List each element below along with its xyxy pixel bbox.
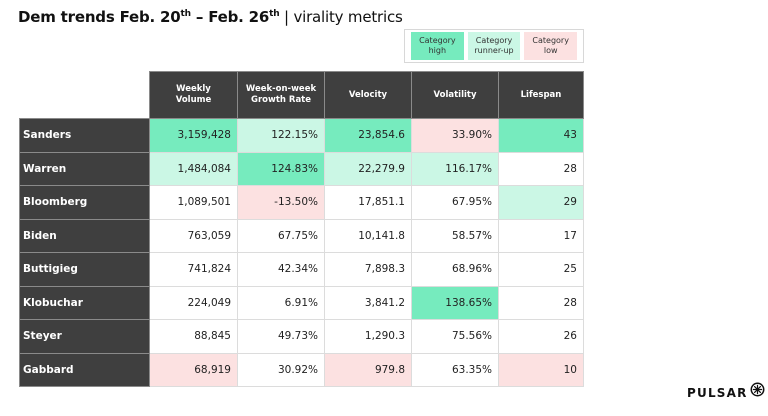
table-body: Sanders 3,159,428 122.15% 23,854.6 33.90% 43 W… bbox=[19, 118, 584, 387]
header-line1: Velocity bbox=[348, 89, 388, 100]
legend-label-line2: low bbox=[543, 46, 558, 55]
cell-volatility: 116.17% bbox=[411, 151, 499, 186]
cell-weekly-volume: 741,824 bbox=[149, 252, 238, 287]
cell-lifespan: 10 bbox=[498, 352, 584, 387]
cell-weekly-volume: 1,484,084 bbox=[149, 151, 238, 186]
pulsar-logo: PULSAR bbox=[687, 382, 765, 400]
cell-volatility: 68.96% bbox=[411, 252, 499, 287]
legend-label-line1: Category bbox=[475, 36, 513, 45]
logo-text: PULSAR bbox=[687, 386, 748, 400]
legend-label-line2: high bbox=[428, 46, 447, 55]
cell-growth-rate: 67.75% bbox=[237, 218, 325, 253]
cell-lifespan: 25 bbox=[498, 252, 584, 287]
cell-growth-rate: 49.73% bbox=[237, 319, 325, 354]
cell-volatility: 58.57% bbox=[411, 218, 499, 253]
header-line1: Week-on-week bbox=[245, 84, 317, 94]
table-row: Gabbard 68,919 30.92% 979.8 63.35% 10 bbox=[19, 352, 584, 387]
header-corner bbox=[19, 71, 150, 119]
cell-weekly-volume: 224,049 bbox=[149, 285, 238, 320]
header-line2: Volume bbox=[175, 95, 212, 105]
cell-weekly-volume: 3,159,428 bbox=[149, 118, 238, 153]
cell-weekly-volume: 68,919 bbox=[149, 352, 238, 387]
table-row: Sanders 3,159,428 122.15% 23,854.6 33.90% 43 bbox=[19, 118, 584, 153]
legend-label-line1: Category bbox=[419, 36, 456, 45]
row-name: Gabbard bbox=[19, 352, 150, 387]
cell-lifespan: 29 bbox=[498, 185, 584, 220]
title-sup-1: th bbox=[180, 9, 192, 19]
column-header-lifespan: Lifespan bbox=[498, 71, 584, 119]
column-header-velocity: Velocity bbox=[324, 71, 412, 119]
cell-velocity: 1,290.3 bbox=[324, 319, 412, 354]
cell-velocity: 3,841.2 bbox=[324, 285, 412, 320]
row-name: Warren bbox=[19, 151, 150, 186]
table-row: Bloomberg 1,089,501 -13.50% 17,851.1 67.95% 2… bbox=[19, 185, 584, 220]
cell-lifespan: 28 bbox=[498, 285, 584, 320]
cell-volatility: 75.56% bbox=[411, 319, 499, 354]
metrics-table: Weekly Volume Week-on-week Growth Rate Vel… bbox=[19, 71, 584, 387]
legend-label-line1: Category bbox=[532, 36, 569, 45]
cell-velocity: 979.8 bbox=[324, 352, 412, 387]
header-line2: Growth Rate bbox=[250, 95, 312, 105]
header-line1: Volatility bbox=[433, 89, 477, 100]
cell-growth-rate: 124.83% bbox=[237, 151, 325, 186]
legend-label-line2: runner-up bbox=[474, 46, 514, 55]
cell-volatility: 138.65% bbox=[411, 285, 499, 320]
title-part-2: – Feb. 26 bbox=[190, 8, 270, 26]
title-sup-2: th bbox=[269, 9, 280, 19]
cell-growth-rate: 42.34% bbox=[237, 252, 325, 287]
cell-growth-rate: 122.15% bbox=[237, 118, 325, 153]
column-header-volatility: Volatility bbox=[411, 71, 499, 119]
page-title: Dem trends Feb. 20th – Feb. 26th | viral… bbox=[18, 8, 403, 26]
cell-velocity: 23,854.6 bbox=[324, 118, 412, 153]
row-name: Steyer bbox=[19, 319, 150, 354]
title-part-3: | virality metrics bbox=[279, 8, 403, 26]
cell-lifespan: 43 bbox=[498, 118, 584, 153]
cell-volatility: 33.90% bbox=[411, 118, 499, 153]
column-header-weekly-volume: Weekly Volume bbox=[149, 71, 238, 119]
cell-velocity: 22,279.9 bbox=[324, 151, 412, 186]
cell-weekly-volume: 88,845 bbox=[149, 319, 238, 354]
row-name: Klobuchar bbox=[19, 285, 150, 320]
cell-lifespan: 17 bbox=[498, 218, 584, 253]
cell-growth-rate: 30.92% bbox=[237, 352, 325, 387]
cell-lifespan: 28 bbox=[498, 151, 584, 186]
legend-item-high: Category high bbox=[411, 32, 464, 60]
row-name: Sanders bbox=[19, 118, 150, 153]
cell-volatility: 63.35% bbox=[411, 352, 499, 387]
cell-velocity: 7,898.3 bbox=[324, 252, 412, 287]
header-row: Weekly Volume Week-on-week Growth Rate Vel… bbox=[19, 71, 584, 119]
pulsar-star-icon bbox=[750, 382, 765, 396]
table-row: Klobuchar 224,049 6.91% 3,841.2 138.65% 28 bbox=[19, 285, 584, 320]
title-part-1: Dem trends Feb. 20 bbox=[18, 8, 181, 26]
table-row: Steyer 88,845 49.73% 1,290.3 75.56% 26 bbox=[19, 319, 584, 354]
cell-velocity: 10,141.8 bbox=[324, 218, 412, 253]
cell-growth-rate: 6.91% bbox=[237, 285, 325, 320]
row-name: Biden bbox=[19, 218, 150, 253]
row-name: Buttigieg bbox=[19, 252, 150, 287]
legend-item-low: Category low bbox=[524, 32, 578, 60]
table-row: Warren 1,484,084 124.83% 22,279.9 116.17% 28 bbox=[19, 151, 584, 186]
header-line1: Lifespan bbox=[520, 89, 562, 100]
column-header-growth-rate: Week-on-week Growth Rate bbox=[237, 71, 325, 119]
cell-weekly-volume: 763,059 bbox=[149, 218, 238, 253]
legend: Category high Category runner-up Category l… bbox=[404, 29, 584, 63]
row-name: Bloomberg bbox=[19, 185, 150, 220]
legend-item-runner-up: Category runner-up bbox=[467, 32, 521, 60]
cell-weekly-volume: 1,089,501 bbox=[149, 185, 238, 220]
table-row: Biden 763,059 67.75% 10,141.8 58.57% 17 bbox=[19, 218, 584, 253]
header-line1: Weekly bbox=[176, 84, 211, 94]
cell-volatility: 67.95% bbox=[411, 185, 499, 220]
table-row: Buttigieg 741,824 42.34% 7,898.3 68.96% 25 bbox=[19, 252, 584, 287]
cell-lifespan: 26 bbox=[498, 319, 584, 354]
cell-velocity: 17,851.1 bbox=[324, 185, 412, 220]
cell-growth-rate: -13.50% bbox=[237, 185, 325, 220]
